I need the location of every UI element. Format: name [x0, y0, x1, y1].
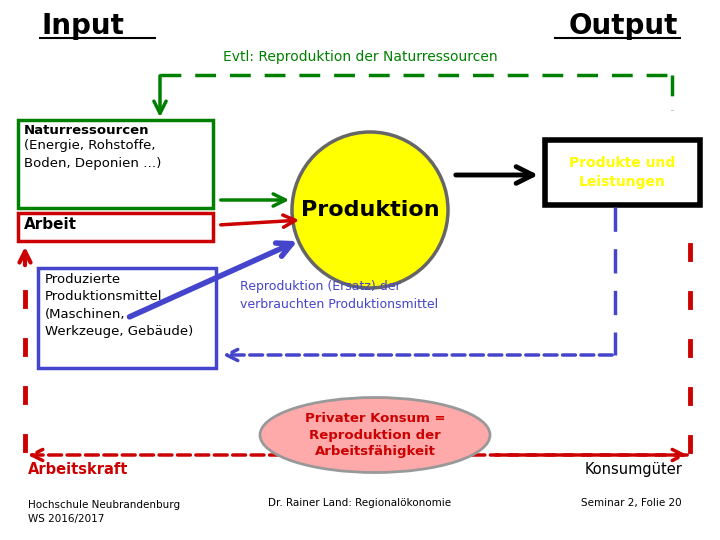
Text: Dr. Rainer Land: Regionalökonomie: Dr. Rainer Land: Regionalökonomie — [269, 498, 451, 508]
FancyBboxPatch shape — [18, 213, 213, 241]
Circle shape — [292, 132, 448, 288]
Text: Produzierte
Produktionsmittel
(Maschinen,
Werkzeuge, Gebäude): Produzierte Produktionsmittel (Maschinen… — [45, 273, 193, 339]
Text: Naturressourcen: Naturressourcen — [24, 124, 150, 137]
Text: (Energie, Rohstoffe,
Boden, Deponien …): (Energie, Rohstoffe, Boden, Deponien …) — [24, 139, 161, 170]
Text: Input: Input — [42, 12, 125, 40]
Text: Reproduktion (Ersatz) der
verbrauchten Produktionsmittel: Reproduktion (Ersatz) der verbrauchten P… — [240, 280, 438, 310]
Text: Arbeit: Arbeit — [24, 217, 77, 232]
Text: Output: Output — [569, 12, 678, 40]
Text: Konsumgüter: Konsumgüter — [584, 462, 682, 477]
FancyBboxPatch shape — [18, 120, 213, 208]
Text: Seminar 2, Folie 20: Seminar 2, Folie 20 — [581, 498, 682, 508]
Text: Evtl: Reproduktion der Naturressourcen: Evtl: Reproduktion der Naturressourcen — [222, 50, 498, 64]
Text: Produkte und
Leistungen: Produkte und Leistungen — [570, 156, 675, 189]
FancyBboxPatch shape — [545, 140, 700, 205]
Text: Produktion: Produktion — [301, 200, 439, 220]
Text: Privater Konsum =
Reproduktion der
Arbeitsfähigkeit: Privater Konsum = Reproduktion der Arbei… — [305, 411, 445, 458]
FancyBboxPatch shape — [38, 268, 216, 368]
Text: Arbeitskraft: Arbeitskraft — [28, 462, 128, 477]
Ellipse shape — [260, 397, 490, 472]
Text: Hochschule Neubrandenburg
WS 2016/2017: Hochschule Neubrandenburg WS 2016/2017 — [28, 500, 180, 524]
